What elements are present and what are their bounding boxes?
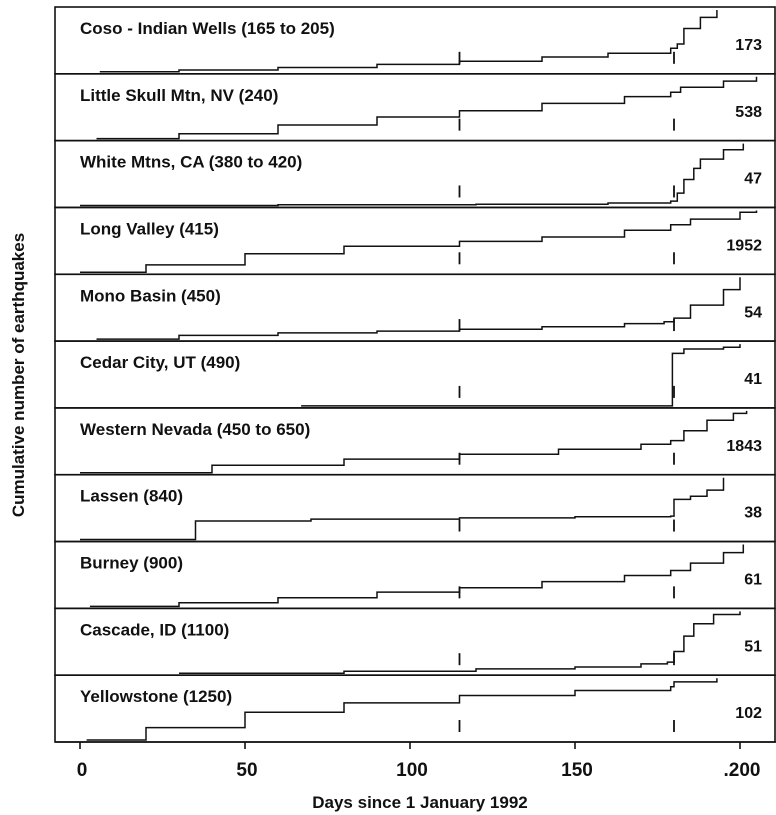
count-label: 1952 xyxy=(726,237,762,254)
x-tick-label: 50 xyxy=(236,760,257,781)
series-line xyxy=(89,544,745,608)
series-line xyxy=(96,277,741,340)
x-axis: 0 50 100 150 .200 xyxy=(55,741,776,781)
x-tick-label: 0 xyxy=(77,760,88,781)
series-line xyxy=(96,76,758,140)
panel-label: Little Skull Mtn, NV (240) xyxy=(80,86,278,105)
panels: Coso - Indian Wells (165 to 205) 173 Littl… xyxy=(54,6,776,743)
series-line xyxy=(80,210,758,274)
series-line xyxy=(80,410,748,474)
panel-label: Coso - Indian Wells (165 to 205) xyxy=(80,19,335,38)
count-label: 538 xyxy=(735,104,762,121)
panel-label: Mono Basin (450) xyxy=(80,286,221,305)
x-tick-label: 150 xyxy=(561,760,593,781)
panel: Western Nevada (450 to 650) 1843 xyxy=(54,407,776,476)
panel: Lassen (840) 38 xyxy=(54,473,776,543)
series-line xyxy=(301,344,741,407)
count-label: 47 xyxy=(744,171,762,188)
series-line xyxy=(86,678,718,741)
series-line xyxy=(80,143,745,207)
panel-label: Long Valley (415) xyxy=(80,219,219,238)
panel-label: Lassen (840) xyxy=(80,487,183,506)
panel-frame xyxy=(54,340,776,409)
panel: Long Valley (415) 1952 xyxy=(54,206,776,276)
panel: Cedar City, UT (490) 41 xyxy=(54,340,776,409)
panel-frame xyxy=(54,407,776,476)
panel-label: White Mtns, CA (380 to 420) xyxy=(80,153,302,172)
series-line xyxy=(179,611,741,674)
count-label: 51 xyxy=(744,638,762,655)
count-label: 61 xyxy=(744,572,762,589)
panel: Yellowstone (1250) 102 xyxy=(54,674,776,743)
panel: Burney (900) 61 xyxy=(54,540,776,610)
count-label: 1843 xyxy=(726,438,762,455)
x-tick-label: 100 xyxy=(396,760,428,781)
series-line xyxy=(80,477,725,541)
series-line xyxy=(99,10,718,73)
panel-label: Burney (900) xyxy=(80,554,183,573)
x-tick-label: .200 xyxy=(724,760,761,781)
panel: Coso - Indian Wells (165 to 205) 173 xyxy=(54,6,776,75)
panel-label: Yellowstone (1250) xyxy=(80,687,232,706)
panel-label: Cedar City, UT (490) xyxy=(80,353,240,372)
count-label: 173 xyxy=(735,37,762,54)
count-label: 102 xyxy=(735,705,762,722)
y-axis-title: Cumulative number of earthquakes xyxy=(9,233,28,517)
panel-frame xyxy=(54,473,776,543)
panel-label: Cascade, ID (1100) xyxy=(80,620,229,639)
x-axis-title: Days since 1 January 1992 xyxy=(312,793,527,812)
panel-label: Western Nevada (450 to 650) xyxy=(80,420,310,439)
panel: Mono Basin (450) 54 xyxy=(54,273,776,342)
panel: Cascade, ID (1100) 51 xyxy=(54,607,776,676)
panel: White Mtns, CA (380 to 420) 47 xyxy=(54,139,776,209)
panel-frame xyxy=(54,73,776,142)
count-label: 38 xyxy=(744,505,762,522)
panel-frame xyxy=(54,674,776,743)
count-label: 54 xyxy=(744,304,762,321)
panel-frame xyxy=(54,139,776,209)
panel: Little Skull Mtn, NV (240) 538 xyxy=(54,73,776,142)
count-label: 41 xyxy=(744,371,762,388)
panel-frame xyxy=(54,607,776,676)
